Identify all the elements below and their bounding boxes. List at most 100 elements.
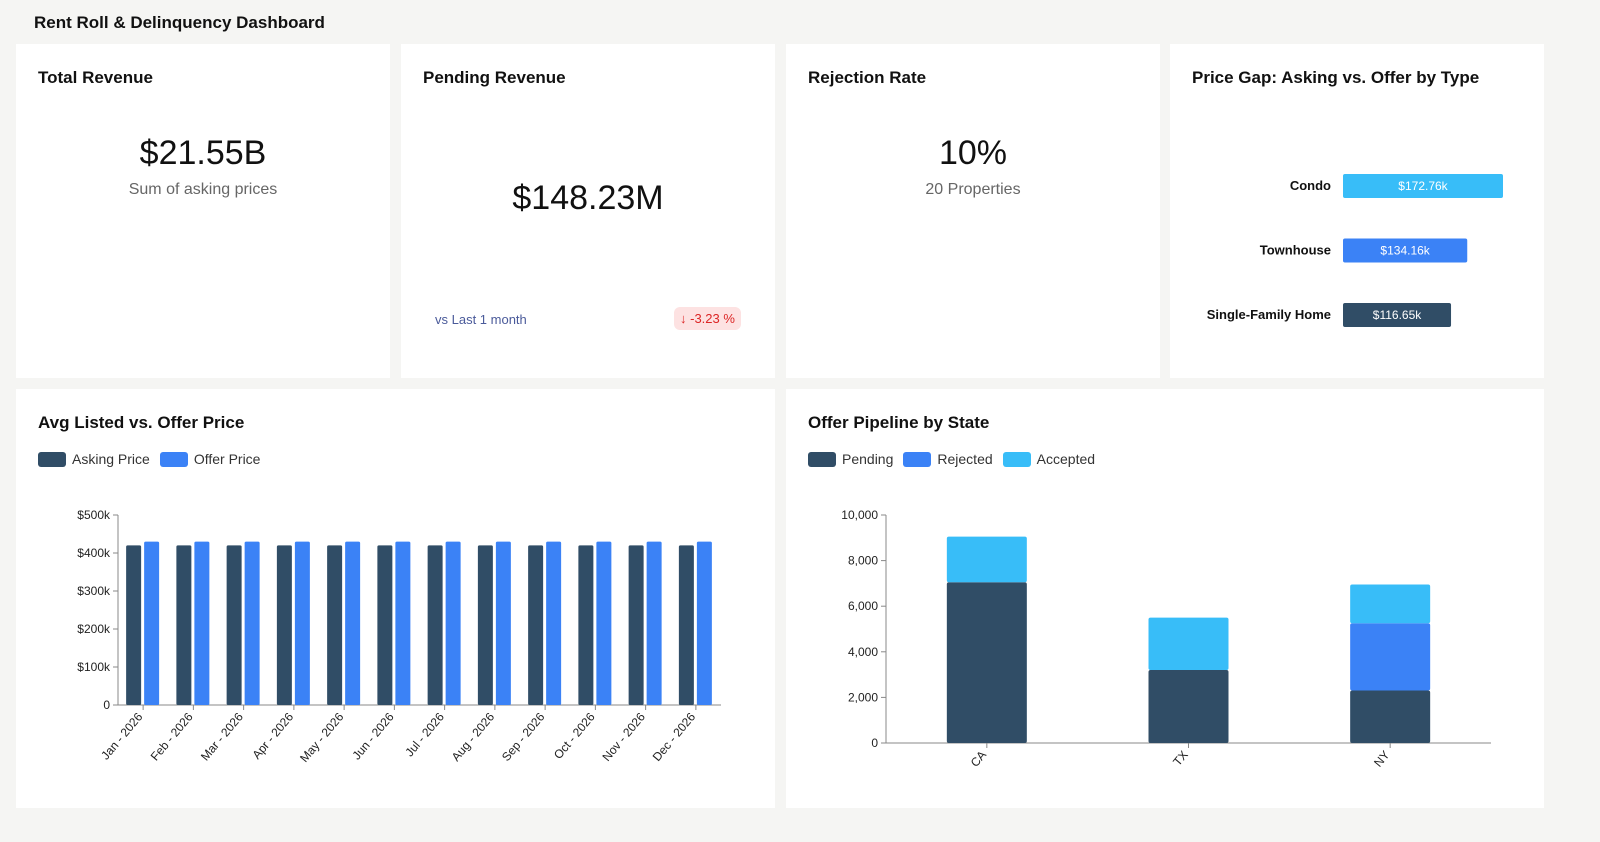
y-tick-label: $500k: [77, 508, 111, 522]
kpi-subtitle: 20 Properties: [925, 181, 1021, 198]
pipeline-chart: 0 2,000 4,000 6,000 8,000 10,000 CA TX NY: [841, 508, 1491, 770]
bar: [244, 541, 260, 705]
y-tick-label: 8,000: [848, 554, 878, 568]
y-tick-label: $300k: [77, 584, 111, 598]
data-label: $134.16k: [1380, 244, 1430, 258]
bar: [276, 545, 292, 705]
comparison-label: vs Last 1 month: [435, 312, 527, 327]
legend-item[interactable]: Offer Price: [159, 451, 261, 467]
bar-segment: [1350, 690, 1431, 743]
legend: Asking Price Offer Price: [38, 451, 260, 467]
bar: [628, 545, 644, 705]
kpi-value: $21.55B: [139, 134, 267, 172]
bar: [1343, 238, 1468, 263]
bar-segment: [1350, 584, 1431, 624]
delta-badge: ↓ -3.23 %: [674, 307, 741, 330]
bar: [126, 545, 142, 705]
legend-swatch: [808, 451, 836, 467]
bar-segment: [946, 582, 1027, 743]
category-label: Single-Family Home: [1207, 307, 1331, 322]
x-tick-label: CA: [968, 748, 989, 770]
x-tick-label: Oct - 2026: [551, 710, 598, 762]
x-tick-label: Jun - 2026: [349, 710, 396, 763]
bar: [395, 541, 411, 705]
y-tick-label: 2,000: [848, 690, 878, 704]
bar: [477, 545, 493, 705]
data-label: $172.76k: [1398, 179, 1448, 193]
card-title: Pending Revenue: [423, 68, 566, 87]
legend-item[interactable]: Asking Price: [38, 451, 150, 467]
card-title: Price Gap: Asking vs. Offer by Type: [1192, 68, 1480, 87]
kpi-value: $148.23M: [512, 179, 664, 217]
card-title: Rejection Rate: [808, 68, 927, 87]
bar-segment: [1148, 617, 1229, 671]
y-tick-label: $100k: [77, 660, 111, 674]
category-label: Condo: [1290, 178, 1331, 193]
bar: [578, 545, 594, 705]
kpi-subtitle: Sum of asking prices: [128, 181, 278, 198]
data-label: $116.65k: [1373, 308, 1422, 322]
bar: [144, 541, 160, 705]
y-tick-label: $200k: [77, 622, 111, 636]
legend-label: Rejected: [937, 451, 993, 467]
bar: [1343, 174, 1503, 198]
bar: [1343, 303, 1452, 327]
bar: [294, 541, 310, 705]
legend-item[interactable]: Accepted: [1002, 451, 1096, 467]
avg-price-card: Avg Listed vs. Offer Price Asking Price …: [16, 389, 775, 808]
card-title: Total Revenue: [38, 68, 153, 87]
x-tick-label: Nov - 2026: [599, 710, 648, 764]
total-revenue-card: Total Revenue $21.55B Sum of asking pric…: [16, 44, 390, 378]
y-tick-label: 4,000: [848, 645, 878, 659]
x-tick-label: TX: [1170, 748, 1191, 769]
bar: [345, 541, 361, 705]
y-tick-label: 0: [871, 736, 878, 750]
category-label: Townhouse: [1260, 243, 1331, 258]
card-title: Offer Pipeline by State: [808, 413, 990, 432]
x-tick-label: Dec - 2026: [650, 710, 699, 764]
pending-revenue-card: Pending Revenue $148.23M vs Last 1 month…: [401, 44, 775, 378]
legend-swatch: [38, 451, 66, 467]
card-title: Avg Listed vs. Offer Price: [38, 413, 245, 432]
bar: [377, 545, 393, 705]
bar: [445, 541, 461, 705]
bar: [226, 545, 242, 705]
x-tick-label: Aug - 2026: [449, 710, 498, 764]
legend-label: Offer Price: [193, 451, 261, 467]
x-tick-label: Feb - 2026: [148, 710, 196, 764]
bar: [495, 541, 511, 705]
x-tick-label: May - 2026: [297, 710, 347, 765]
y-tick-label: $400k: [77, 546, 111, 560]
pipeline-card: Offer Pipeline by State Pending Rejected…: [786, 389, 1544, 808]
legend-swatch: [1002, 451, 1031, 467]
bar: [194, 541, 210, 705]
legend-swatch: [903, 451, 932, 467]
x-tick-label: Jul - 2026: [402, 710, 447, 760]
legend-item[interactable]: Pending: [808, 451, 893, 467]
bar: [646, 541, 662, 705]
bar: [596, 541, 612, 705]
legend-label: Asking Price: [72, 451, 150, 467]
y-tick-label: 10,000: [841, 508, 878, 522]
x-tick-label: Mar - 2026: [198, 710, 246, 764]
bar: [176, 545, 192, 705]
legend-label: Accepted: [1036, 451, 1096, 467]
bar: [427, 545, 443, 705]
avg-price-chart: 0 $100k $200k $300k $400k $500k Jan - 2026 Feb …: [77, 508, 721, 765]
bar: [678, 545, 694, 705]
x-tick-label: NY: [1371, 748, 1392, 770]
bar-segment: [946, 536, 1027, 583]
bar: [546, 541, 562, 705]
bar-segment: [1148, 670, 1229, 743]
bar: [327, 545, 343, 705]
bar-segment: [1350, 623, 1431, 691]
x-tick-label: Apr - 2026: [249, 710, 296, 762]
price-gap-card: Price Gap: Asking vs. Offer by Type Cond…: [1170, 44, 1544, 378]
price-gap-chart: Condo $172.76k Townhouse $134.16k Single-Fam…: [1207, 174, 1503, 327]
bar: [696, 541, 712, 705]
y-tick-label: 6,000: [848, 599, 878, 613]
rejection-rate-card: Rejection Rate 10% 20 Properties: [786, 44, 1160, 378]
kpi-value: 10%: [938, 134, 1008, 172]
legend-item[interactable]: Rejected: [903, 451, 993, 467]
dashboard-title: Rent Roll & Delinquency Dashboard: [34, 13, 325, 32]
